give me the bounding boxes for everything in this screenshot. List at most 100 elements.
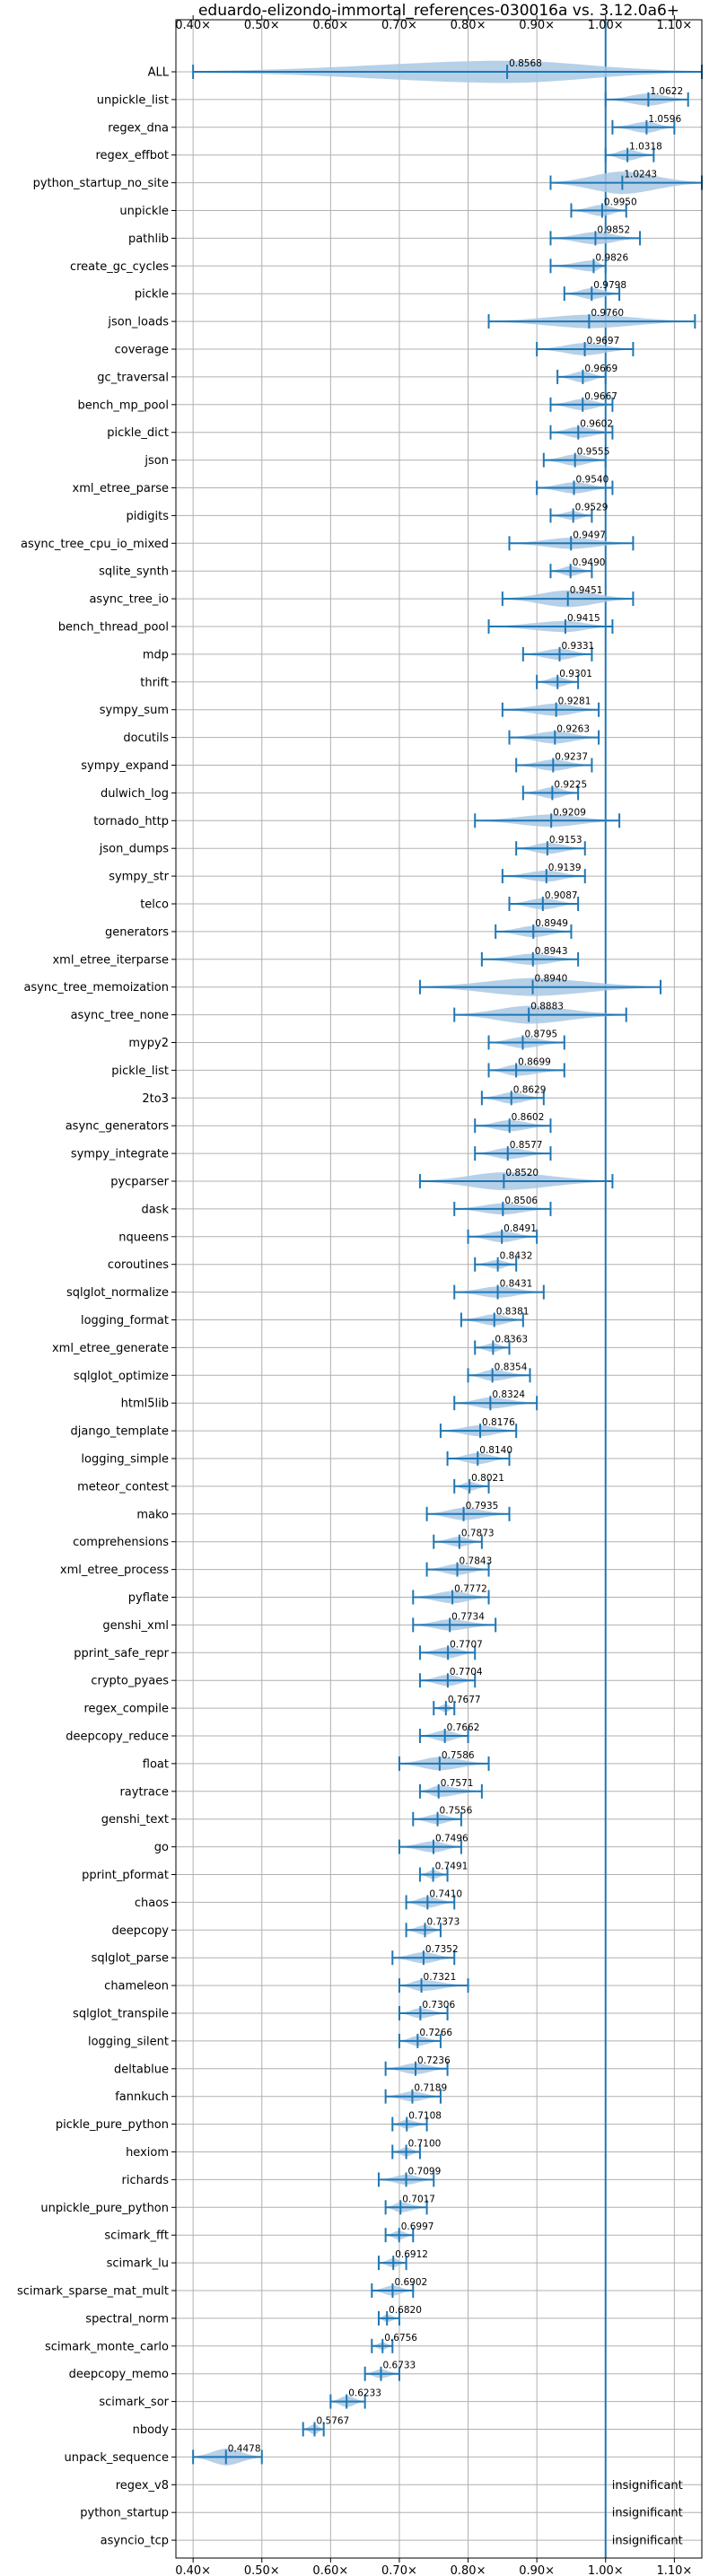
x-tick-label-bottom: 0.90× — [519, 2564, 555, 2576]
category-label: json_loads — [107, 316, 169, 329]
category-label: dask — [141, 1203, 169, 1216]
x-tick-label-top: 0.80× — [451, 19, 486, 32]
grid — [171, 15, 702, 2563]
value-label: 0.8520 — [505, 1168, 538, 1178]
value-label: 0.9225 — [554, 779, 587, 790]
x-tick-label-bottom: 0.80× — [451, 2564, 486, 2576]
value-label: 1.0622 — [650, 86, 683, 97]
value-label: 0.7108 — [408, 2111, 442, 2122]
category-label: sympy_integrate — [71, 1148, 169, 1161]
value-label: 0.7586 — [442, 1750, 475, 1761]
value-label: 0.7352 — [425, 1944, 459, 1955]
value-label: 0.7410 — [429, 1888, 462, 1899]
category-label: meteor_contest — [77, 1480, 169, 1494]
category-label: mako — [136, 1508, 169, 1521]
category-label: xml_etree_generate — [52, 1342, 169, 1355]
insignificant-label: insignificant — [612, 2479, 683, 2493]
category-label: xml_etree_parse — [73, 482, 169, 495]
category-label: async_tree_memoization — [23, 981, 169, 994]
category-label: fannkuch — [115, 2090, 169, 2104]
category-label: nbody — [133, 2423, 170, 2437]
x-tick-label-bottom: 0.50× — [244, 2564, 280, 2576]
category-label: bench_mp_pool — [77, 399, 169, 412]
value-label: 0.6912 — [395, 2249, 428, 2260]
value-label: 0.7321 — [424, 1972, 457, 1983]
value-label: 0.7373 — [427, 1916, 460, 1927]
value-label: 0.6756 — [384, 2333, 417, 2344]
x-tick-label-bottom: 0.60× — [312, 2564, 348, 2576]
category-label: unpickle_list — [97, 93, 169, 107]
category-label: coverage — [115, 344, 169, 357]
value-label: 0.9237 — [555, 752, 588, 763]
x-tick-label-top: 1.10× — [656, 19, 692, 32]
x-tick-label-top: 0.60× — [312, 19, 348, 32]
value-label: 1.0243 — [624, 170, 657, 180]
category-label: unpack_sequence — [64, 2451, 169, 2465]
x-tick-label-top: 0.90× — [519, 19, 555, 32]
value-label: 0.7266 — [419, 2028, 452, 2038]
category-label: scimark_sor — [99, 2396, 169, 2409]
category-label: logging_simple — [81, 1453, 169, 1467]
category-label: pyflate — [128, 1591, 169, 1605]
value-label: 0.9281 — [558, 697, 591, 707]
value-label: 0.8883 — [530, 1002, 564, 1012]
value-label: 0.7734 — [451, 1611, 485, 1622]
chart-title: eduardo-elizondo-immortal_references-030… — [198, 2, 679, 20]
category-label: sqlglot_parse — [92, 1952, 169, 1966]
category-label: hexiom — [126, 2146, 169, 2160]
category-label: async_generators — [66, 1120, 170, 1134]
value-label: 0.6233 — [348, 2388, 381, 2399]
labels: 0.40× 0.40× 0.50× 0.50× 0.60× 0.60× 0.70× 0.70×… — [17, 19, 692, 2576]
insignificant-label: insignificant — [612, 2507, 683, 2520]
category-label: 2to3 — [142, 1092, 169, 1106]
category-label: deepcopy_memo — [69, 2368, 169, 2381]
plot-frame — [175, 19, 703, 2559]
x-tick-label-bottom: 1.00× — [588, 2564, 624, 2576]
value-label: 0.5767 — [317, 2416, 350, 2427]
value-label: 0.6820 — [389, 2305, 422, 2316]
value-label: 0.9669 — [584, 364, 617, 374]
value-label: 0.7100 — [408, 2139, 442, 2150]
category-label: sqlglot_transpile — [73, 2008, 169, 2021]
value-label: 0.7873 — [461, 1529, 495, 1539]
value-label: 0.9497 — [573, 530, 606, 540]
value-label: 0.8699 — [518, 1056, 551, 1067]
x-tick-label-bottom: 1.10× — [656, 2564, 692, 2576]
category-label: pprint_safe_repr — [74, 1647, 169, 1660]
category-label: scimark_monte_carlo — [45, 2340, 169, 2353]
value-label: 0.8354 — [495, 1362, 528, 1372]
value-label: 0.7707 — [450, 1639, 483, 1650]
x-tick-label-bottom: 0.70× — [381, 2564, 417, 2576]
value-label: 0.8432 — [500, 1251, 533, 1262]
category-label: xml_etree_iterparse — [52, 953, 169, 967]
value-label: 0.7704 — [450, 1667, 483, 1678]
category-label: create_gc_cycles — [70, 260, 169, 274]
value-label: 0.9798 — [593, 280, 626, 291]
value-label: 0.7496 — [435, 1834, 468, 1844]
value-label: 0.8577 — [510, 1140, 543, 1151]
value-label: 0.9555 — [577, 447, 610, 458]
x-tick-label-top: 1.00× — [588, 19, 624, 32]
category-label: sympy_str — [109, 871, 169, 884]
value-label: 0.9301 — [559, 669, 592, 679]
category-label: mypy2 — [128, 1037, 169, 1050]
category-label: pickle_list — [111, 1065, 169, 1078]
category-label: pickle_pure_python — [56, 2118, 169, 2132]
category-label: asyncio_tcp — [101, 2535, 169, 2548]
category-label: nqueens — [118, 1231, 169, 1244]
category-label: genshi_text — [101, 1813, 169, 1827]
category-label: generators — [105, 925, 169, 939]
category-label: sympy_expand — [81, 759, 169, 773]
value-label: 0.8506 — [504, 1196, 538, 1206]
category-label: xml_etree_process — [60, 1564, 169, 1577]
category-label: pprint_pformat — [82, 1869, 169, 1882]
value-label: 0.7935 — [466, 1501, 499, 1511]
category-label: pickle_dict — [107, 426, 169, 440]
category-label: scimark_sparse_mat_mult — [17, 2285, 169, 2299]
category-label: go — [154, 1841, 169, 1854]
value-label: 0.8568 — [509, 58, 542, 69]
category-label: html5lib — [121, 1398, 169, 1411]
category-label: json — [144, 454, 169, 468]
value-label: 0.9667 — [584, 391, 617, 402]
